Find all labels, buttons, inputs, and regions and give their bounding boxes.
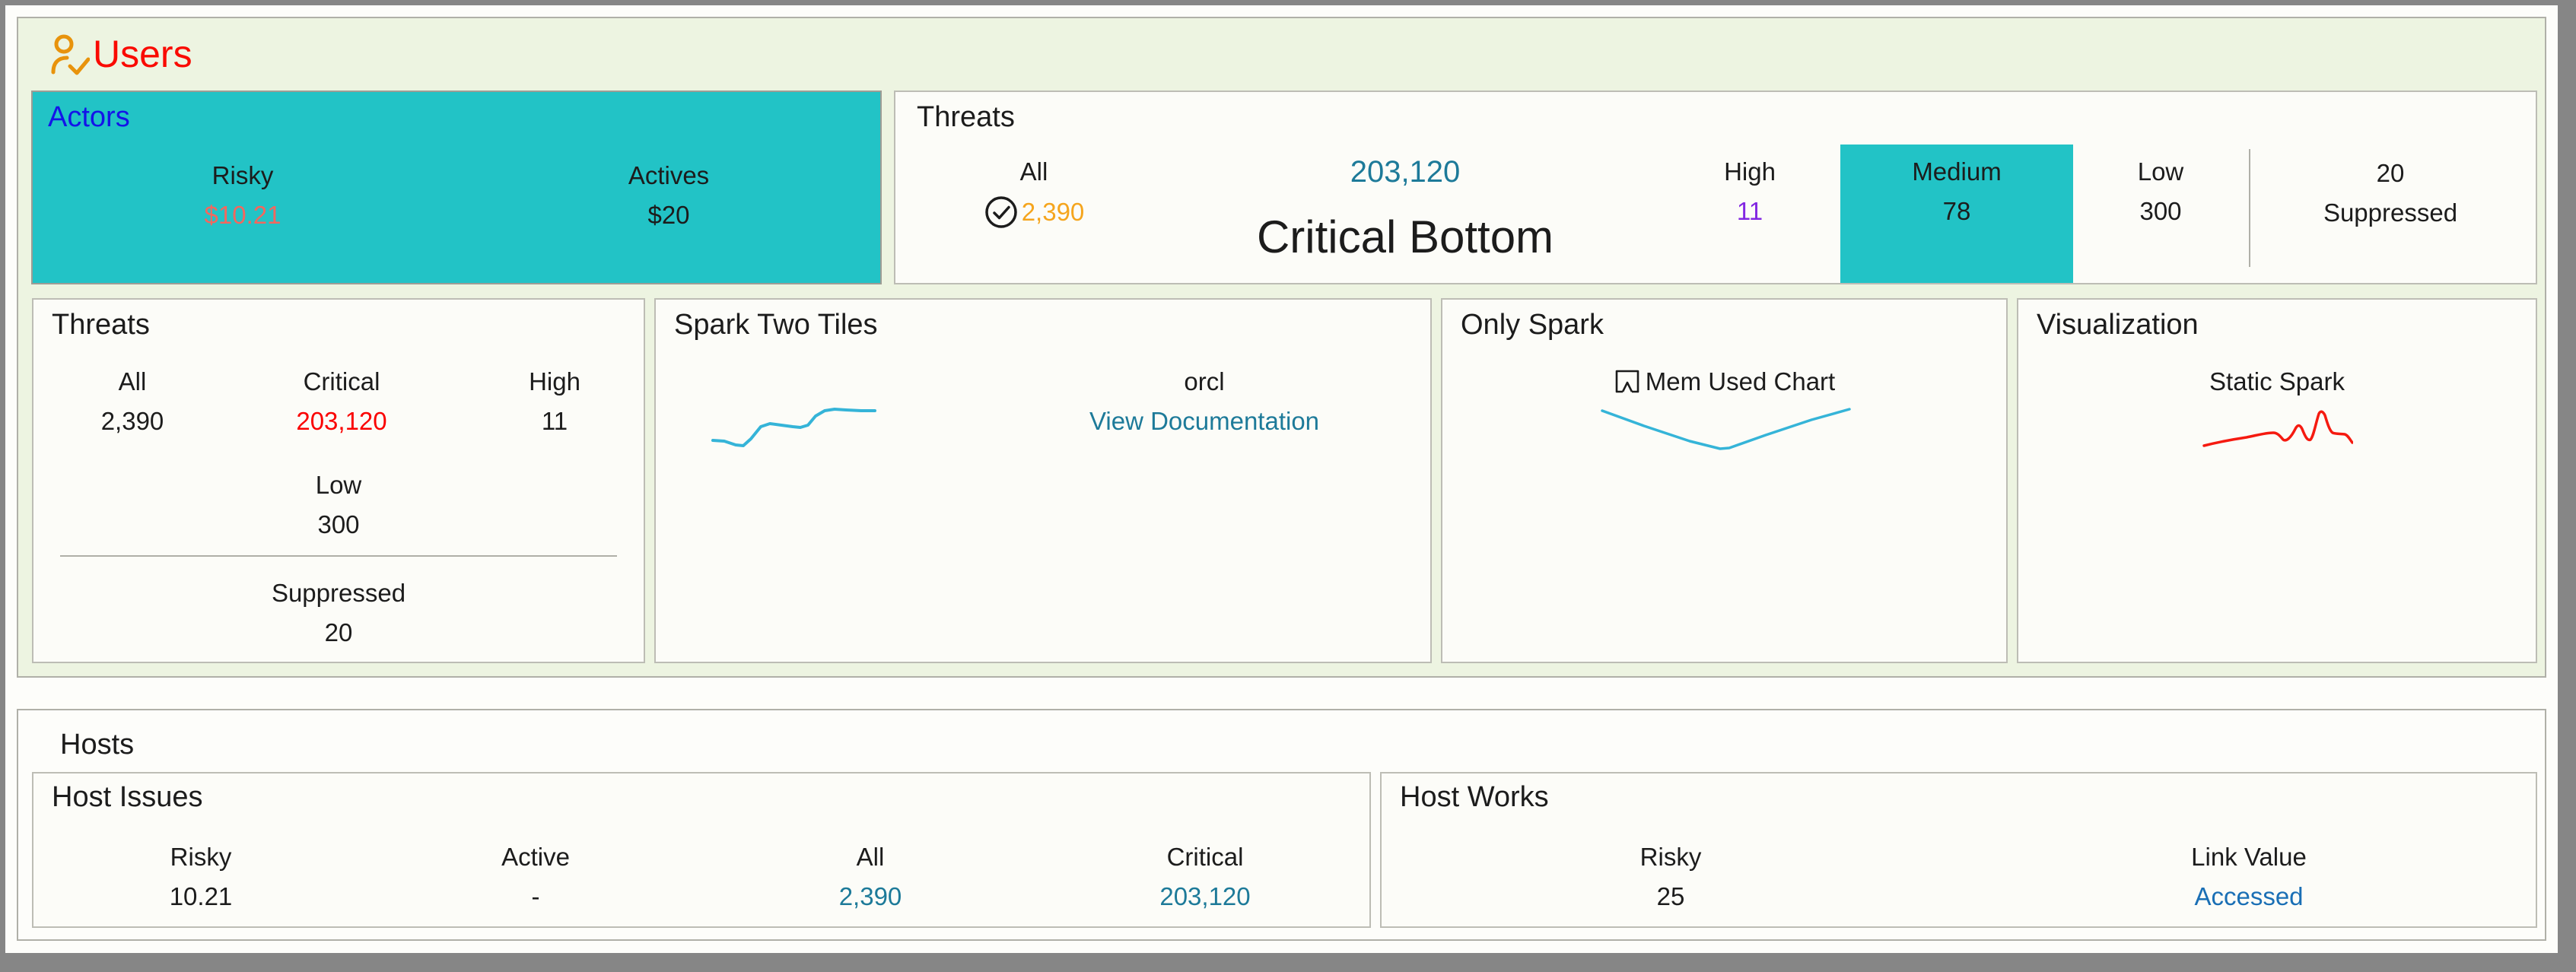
threats-summary-title: Threats: [917, 101, 1015, 133]
critical-value: 203,120: [1350, 155, 1461, 189]
metric-value: 78: [1942, 197, 1971, 225]
metric-value: -: [531, 882, 540, 910]
metric-value: $10.21: [204, 201, 281, 229]
host-critical-link[interactable]: 203,120: [1159, 882, 1251, 910]
user-check-icon: [49, 32, 90, 76]
metric-value: 20: [2376, 159, 2405, 187]
metric-value: 10.21: [169, 882, 233, 910]
host-issues-title: Host Issues: [52, 781, 203, 813]
metric-value: 11: [1736, 197, 1763, 225]
only-spark-title: Only Spark: [1461, 309, 1604, 341]
metric-label: Suppressed: [2323, 199, 2458, 227]
db-name: orcl: [1184, 367, 1225, 395]
detail-all-metric: All 2,390: [41, 367, 224, 438]
metric-value: $20: [647, 201, 690, 229]
actors-tile-title: Actors: [48, 101, 130, 133]
metric-value: 203,120: [296, 407, 387, 435]
chart-label: Static Spark: [2209, 367, 2345, 395]
metric-value: 300: [317, 510, 360, 538]
metric-label: Link Value: [2191, 843, 2307, 871]
vertical-divider: [2249, 149, 2250, 267]
metric-label: Critical: [303, 367, 380, 395]
metric-label: Suppressed: [271, 579, 406, 607]
accessed-link[interactable]: Accessed: [2194, 882, 2304, 910]
metric-label: Medium: [1912, 157, 2002, 186]
threats-detail-title: Threats: [52, 309, 150, 341]
metric-label: High: [1724, 157, 1776, 186]
metric-label: Critical: [1166, 843, 1244, 871]
host-all-link[interactable]: 2,390: [838, 882, 902, 910]
detail-suppressed-metric: Suppressed 20: [33, 578, 644, 650]
host-works-title: Host Works: [1400, 781, 1549, 813]
host-works-tile: Host Works Risky 25 Link Value Accessed: [1380, 772, 2537, 928]
actors-actives-metric: Actives $20: [555, 160, 783, 232]
hosts-panel-title: Hosts: [60, 729, 135, 761]
host-works-link-metric: Link Value Accessed: [1960, 842, 2538, 913]
check-circle-icon: [984, 195, 1019, 230]
mem-used-chart-label-row: Mem Used Chart: [1442, 367, 2006, 397]
visualization-title: Visualization: [2037, 309, 2199, 341]
host-risky-metric: Risky 10.21: [33, 842, 368, 913]
threats-all-metric[interactable]: All 2,390: [920, 157, 1148, 230]
spark-two-title: Spark Two Tiles: [674, 309, 878, 341]
chart-label: Mem Used Chart: [1645, 367, 1836, 395]
metric-value: 11: [541, 407, 568, 435]
metric-value: 20: [324, 618, 353, 646]
actors-tile[interactable]: Actors Risky $10.21 Actives $20: [31, 91, 882, 284]
threats-high-metric[interactable]: High 11: [1636, 157, 1864, 228]
metric-value: 300: [2139, 197, 2182, 225]
threats-detail-tile: Threats All 2,390 Critical 203,120 High …: [32, 298, 645, 663]
spark-two-tiles: Spark Two Tiles orcl View Documentation: [654, 298, 1432, 663]
horizontal-divider: [60, 555, 617, 557]
host-critical-metric: Critical 203,120: [1038, 842, 1372, 913]
metric-label: High: [529, 367, 580, 395]
detail-critical-metric: Critical 203,120: [250, 367, 433, 438]
metric-label: Risky: [170, 843, 232, 871]
detail-high-metric: High 11: [463, 367, 646, 438]
v-sparkline-chart: [1598, 403, 1853, 452]
view-documentation-link[interactable]: View Documentation: [1089, 407, 1320, 435]
host-all-metric: All 2,390: [703, 842, 1038, 913]
metric-label: Low: [2137, 157, 2184, 186]
critical-caption: Critical Bottom: [1256, 211, 1554, 262]
metric-value: 2,390: [1021, 198, 1085, 226]
static-spark-label-row: Static Spark: [2018, 367, 2536, 397]
metric-label: All: [1019, 157, 1048, 186]
rising-sparkline-chart: [709, 402, 880, 456]
detail-low-metric: Low 300: [33, 470, 644, 542]
hosts-panel: Hosts Host Issues Risky 10.21 Active - A…: [17, 709, 2546, 941]
metric-label: All: [856, 843, 885, 871]
visualization-tile: Visualization Static Spark: [2017, 298, 2537, 663]
orcl-metric: orcl View Documentation: [1045, 367, 1364, 438]
metric-value: 2,390: [100, 407, 164, 435]
threats-critical-metric[interactable]: 203,120 Critical Bottom: [1177, 92, 1633, 286]
metric-label: Low: [315, 471, 362, 499]
users-header: Users: [49, 32, 192, 76]
dashboard-viewport: Users Actors Risky $10.21 Actives $20 Th…: [5, 5, 2558, 953]
threats-suppressed-metric[interactable]: 20 Suppressed: [2265, 157, 2516, 228]
metric-label: Actives: [628, 161, 710, 189]
users-panel: Users Actors Risky $10.21 Actives $20 Th…: [17, 17, 2546, 678]
metric-label: Risky: [211, 161, 274, 189]
host-issues-tile: Host Issues Risky 10.21 Active - All 2,3…: [32, 772, 1371, 928]
actors-risky-metric: Risky $10.21: [129, 160, 357, 232]
metric-label: All: [118, 367, 147, 395]
users-panel-title: Users: [93, 33, 192, 75]
only-spark-tile: Only Spark Mem Used Chart: [1441, 298, 2008, 663]
threats-medium-metric-selected[interactable]: Medium 78: [1840, 145, 2073, 283]
metric-label: Active: [501, 843, 570, 871]
chart-image-icon: [1614, 368, 1641, 395]
host-works-risky-metric: Risky 25: [1382, 842, 1960, 913]
threats-low-metric[interactable]: Low 300: [2073, 157, 2248, 228]
red-sparkline-chart: [2201, 408, 2353, 449]
host-active-metric: Active -: [368, 842, 703, 913]
threats-summary-tile: Threats All 2,390 203,120 Critical Botto…: [894, 91, 2537, 284]
metric-value: 25: [1656, 882, 1685, 910]
metric-label: Risky: [1639, 843, 1702, 871]
